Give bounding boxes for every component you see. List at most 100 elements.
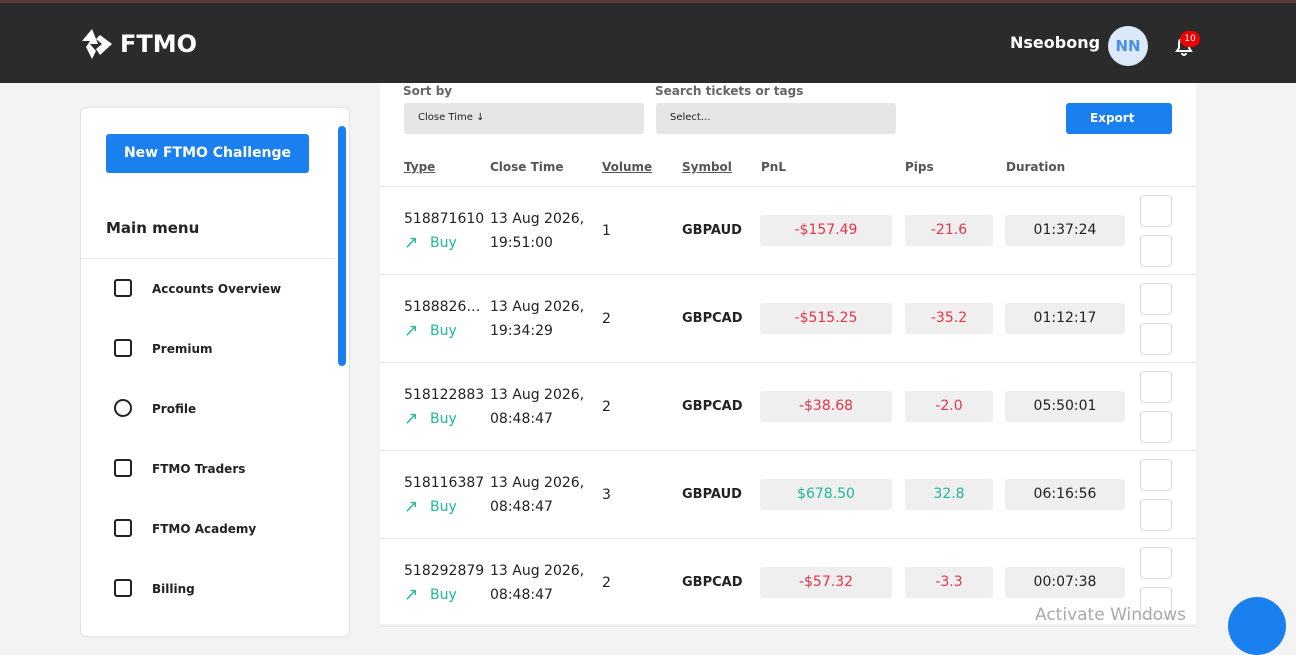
menu-item[interactable]: FTMO Traders	[152, 462, 246, 476]
menu-icon	[114, 399, 132, 417]
pips: -21.6	[905, 215, 993, 246]
volume: 2	[602, 575, 611, 591]
logo[interactable]: FTMO	[120, 30, 198, 58]
close-date: 13 Aug 2026,	[490, 299, 585, 315]
close-date: 13 Aug 2026,	[490, 211, 585, 227]
close-date: 13 Aug 2026,	[490, 563, 585, 579]
duration: 06:16:56	[1005, 479, 1125, 510]
volume: 1	[602, 223, 611, 239]
ticket: 518871610	[404, 211, 485, 227]
expand-button[interactable]	[1140, 323, 1172, 355]
pips: -35.2	[905, 303, 993, 334]
pnl: -$157.49	[760, 215, 892, 246]
row-divider	[380, 626, 1196, 627]
search-input[interactable]: Select...	[656, 103, 896, 134]
pips: -3.3	[905, 567, 993, 598]
row-divider	[380, 450, 1196, 451]
chat-button[interactable]	[1228, 597, 1286, 655]
symbol: GBPCAD	[682, 575, 743, 590]
direction: Buy	[430, 235, 457, 251]
ticket: 518116387	[404, 475, 485, 491]
close-date: 13 Aug 2026,	[490, 387, 585, 403]
close-time: 19:34:29	[490, 323, 553, 339]
column-header[interactable]: Volume	[602, 160, 653, 174]
symbol: GBPAUD	[682, 223, 742, 238]
pnl: -$38.68	[760, 391, 892, 422]
column-header: Pips	[905, 160, 934, 174]
header: FTMO Nseobong NN 10	[0, 0, 1296, 83]
menu-icon	[114, 279, 132, 297]
row-divider	[380, 538, 1196, 539]
close-time: 19:51:00	[490, 235, 553, 251]
column-header[interactable]: Type	[404, 160, 436, 174]
expand-button[interactable]	[1140, 411, 1172, 443]
direction-arrow: ↗	[404, 409, 419, 429]
sidebar: New FTMO Challenge Main menu Accounts Ov…	[80, 107, 350, 637]
column-header[interactable]: Symbol	[682, 160, 732, 174]
direction-arrow: ↗	[404, 585, 419, 605]
column-header: Close Time	[490, 160, 564, 174]
symbol: GBPAUD	[682, 487, 742, 502]
sort-label: Sort by	[403, 84, 453, 98]
column-header: Duration	[1006, 160, 1066, 174]
pnl: -$515.25	[760, 303, 892, 334]
ticket: 518122883	[404, 387, 485, 403]
duration: 05:50:01	[1005, 391, 1125, 422]
logo-icon	[82, 29, 112, 59]
close-time: 08:48:47	[490, 411, 553, 427]
menu-item[interactable]: Billing	[152, 582, 195, 596]
divider	[81, 258, 335, 259]
column-header: PnL	[761, 160, 786, 174]
direction-arrow: ↗	[404, 233, 419, 253]
header-divider	[380, 186, 1196, 187]
avatar[interactable]: NN	[1108, 26, 1148, 66]
watermark: Activate Windows	[1035, 605, 1186, 625]
symbol: GBPCAD	[682, 311, 743, 326]
row-divider	[380, 274, 1196, 275]
menu-item[interactable]: Profile	[152, 402, 197, 416]
main-panel: Sort by Close Time ↓ Search tickets or t…	[380, 83, 1196, 627]
pips: 32.8	[905, 479, 993, 510]
open-button[interactable]	[1140, 195, 1172, 227]
close-date: 13 Aug 2026,	[490, 475, 585, 491]
direction: Buy	[430, 411, 457, 427]
pnl: $678.50	[760, 479, 892, 510]
open-button[interactable]	[1140, 283, 1172, 315]
close-time: 08:48:47	[490, 587, 553, 603]
export-button[interactable]: Export	[1066, 103, 1172, 134]
duration: 01:12:17	[1005, 303, 1125, 334]
ticket: 5188826…	[404, 299, 481, 315]
menu-item[interactable]: Premium	[152, 342, 213, 356]
open-button[interactable]	[1140, 371, 1172, 403]
symbol: GBPCAD	[682, 399, 743, 414]
expand-button[interactable]	[1140, 235, 1172, 267]
direction-arrow: ↗	[404, 321, 419, 341]
menu-icon	[114, 519, 132, 537]
ticket: 518292879	[404, 563, 485, 579]
duration: 01:37:24	[1005, 215, 1125, 246]
menu-heading: Main menu	[106, 219, 200, 237]
open-button[interactable]	[1140, 547, 1172, 579]
new-challenge-button[interactable]: New FTMO Challenge	[106, 134, 309, 173]
pnl: -$57.32	[760, 567, 892, 598]
row-divider	[380, 362, 1196, 363]
scrollbar[interactable]	[338, 126, 346, 366]
sort-select[interactable]: Close Time ↓	[404, 103, 644, 134]
search-label: Search tickets or tags	[655, 84, 804, 98]
close-time: 08:48:47	[490, 499, 553, 515]
direction: Buy	[430, 499, 457, 515]
menu-icon	[114, 459, 132, 477]
menu-item[interactable]: Accounts Overview	[152, 282, 282, 296]
volume: 2	[602, 399, 611, 415]
menu-item[interactable]: FTMO Academy	[152, 522, 257, 536]
duration: 00:07:38	[1005, 567, 1125, 598]
menu-icon	[114, 579, 132, 597]
expand-button[interactable]	[1140, 587, 1172, 619]
pips: -2.0	[905, 391, 993, 422]
direction-arrow: ↗	[404, 497, 419, 517]
volume: 2	[602, 311, 611, 327]
open-button[interactable]	[1140, 459, 1172, 491]
user-name[interactable]: Nseobong	[1010, 33, 1101, 52]
expand-button[interactable]	[1140, 499, 1172, 531]
